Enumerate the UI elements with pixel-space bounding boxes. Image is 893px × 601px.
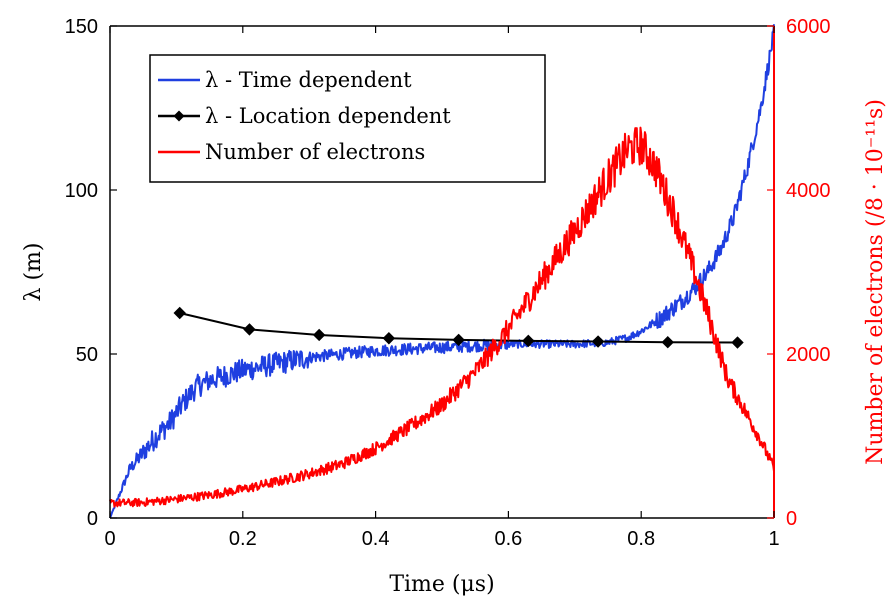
data-point-marker <box>243 323 256 336</box>
y-left-tick-label: 0 <box>87 508 98 530</box>
y-axis-left-label: λ (m) <box>21 243 46 302</box>
data-point-marker <box>173 306 186 320</box>
x-tick-label: 0.6 <box>494 528 522 550</box>
legend-label-2: Number of electrons <box>205 140 425 164</box>
y-right-tick-label: 0 <box>786 508 797 530</box>
series-line-2 <box>109 126 775 508</box>
x-tick-label: 1 <box>768 528 779 550</box>
legend: λ - Time dependent λ - Location dependent… <box>149 54 546 183</box>
data-point-marker <box>312 328 326 342</box>
legend-marker <box>173 110 185 122</box>
series-line-0 <box>109 24 775 519</box>
x-tick-label: 0.8 <box>627 528 655 550</box>
y-left-tick-label: 100 <box>65 180 98 202</box>
data-point-marker <box>452 333 465 347</box>
y-left-tick-label: 150 <box>65 16 98 38</box>
y-left-tick-label: 50 <box>76 344 98 366</box>
data-point-marker <box>661 335 674 349</box>
data-point-marker <box>591 335 605 348</box>
x-tick-label: 0.2 <box>229 528 257 550</box>
data-point-marker <box>382 332 396 345</box>
data-point-marker <box>522 334 535 348</box>
y-right-tick-label: 6000 <box>786 16 831 38</box>
legend-label-1: λ - Location dependent <box>205 104 451 128</box>
x-axis-label: Time (μs) <box>389 572 494 597</box>
y-right-tick-label: 2000 <box>786 344 831 366</box>
y-right-tick-label: 4000 <box>786 180 831 202</box>
data-point-marker <box>731 336 744 349</box>
legend-box <box>149 54 546 183</box>
legend-label-0: λ - Time dependent <box>205 68 412 92</box>
x-tick-label: 0.4 <box>362 528 390 550</box>
y-axis-right-label: Number of electrons (/8 · 10⁻¹¹s) <box>863 99 888 465</box>
x-tick-label: 0 <box>104 528 115 550</box>
